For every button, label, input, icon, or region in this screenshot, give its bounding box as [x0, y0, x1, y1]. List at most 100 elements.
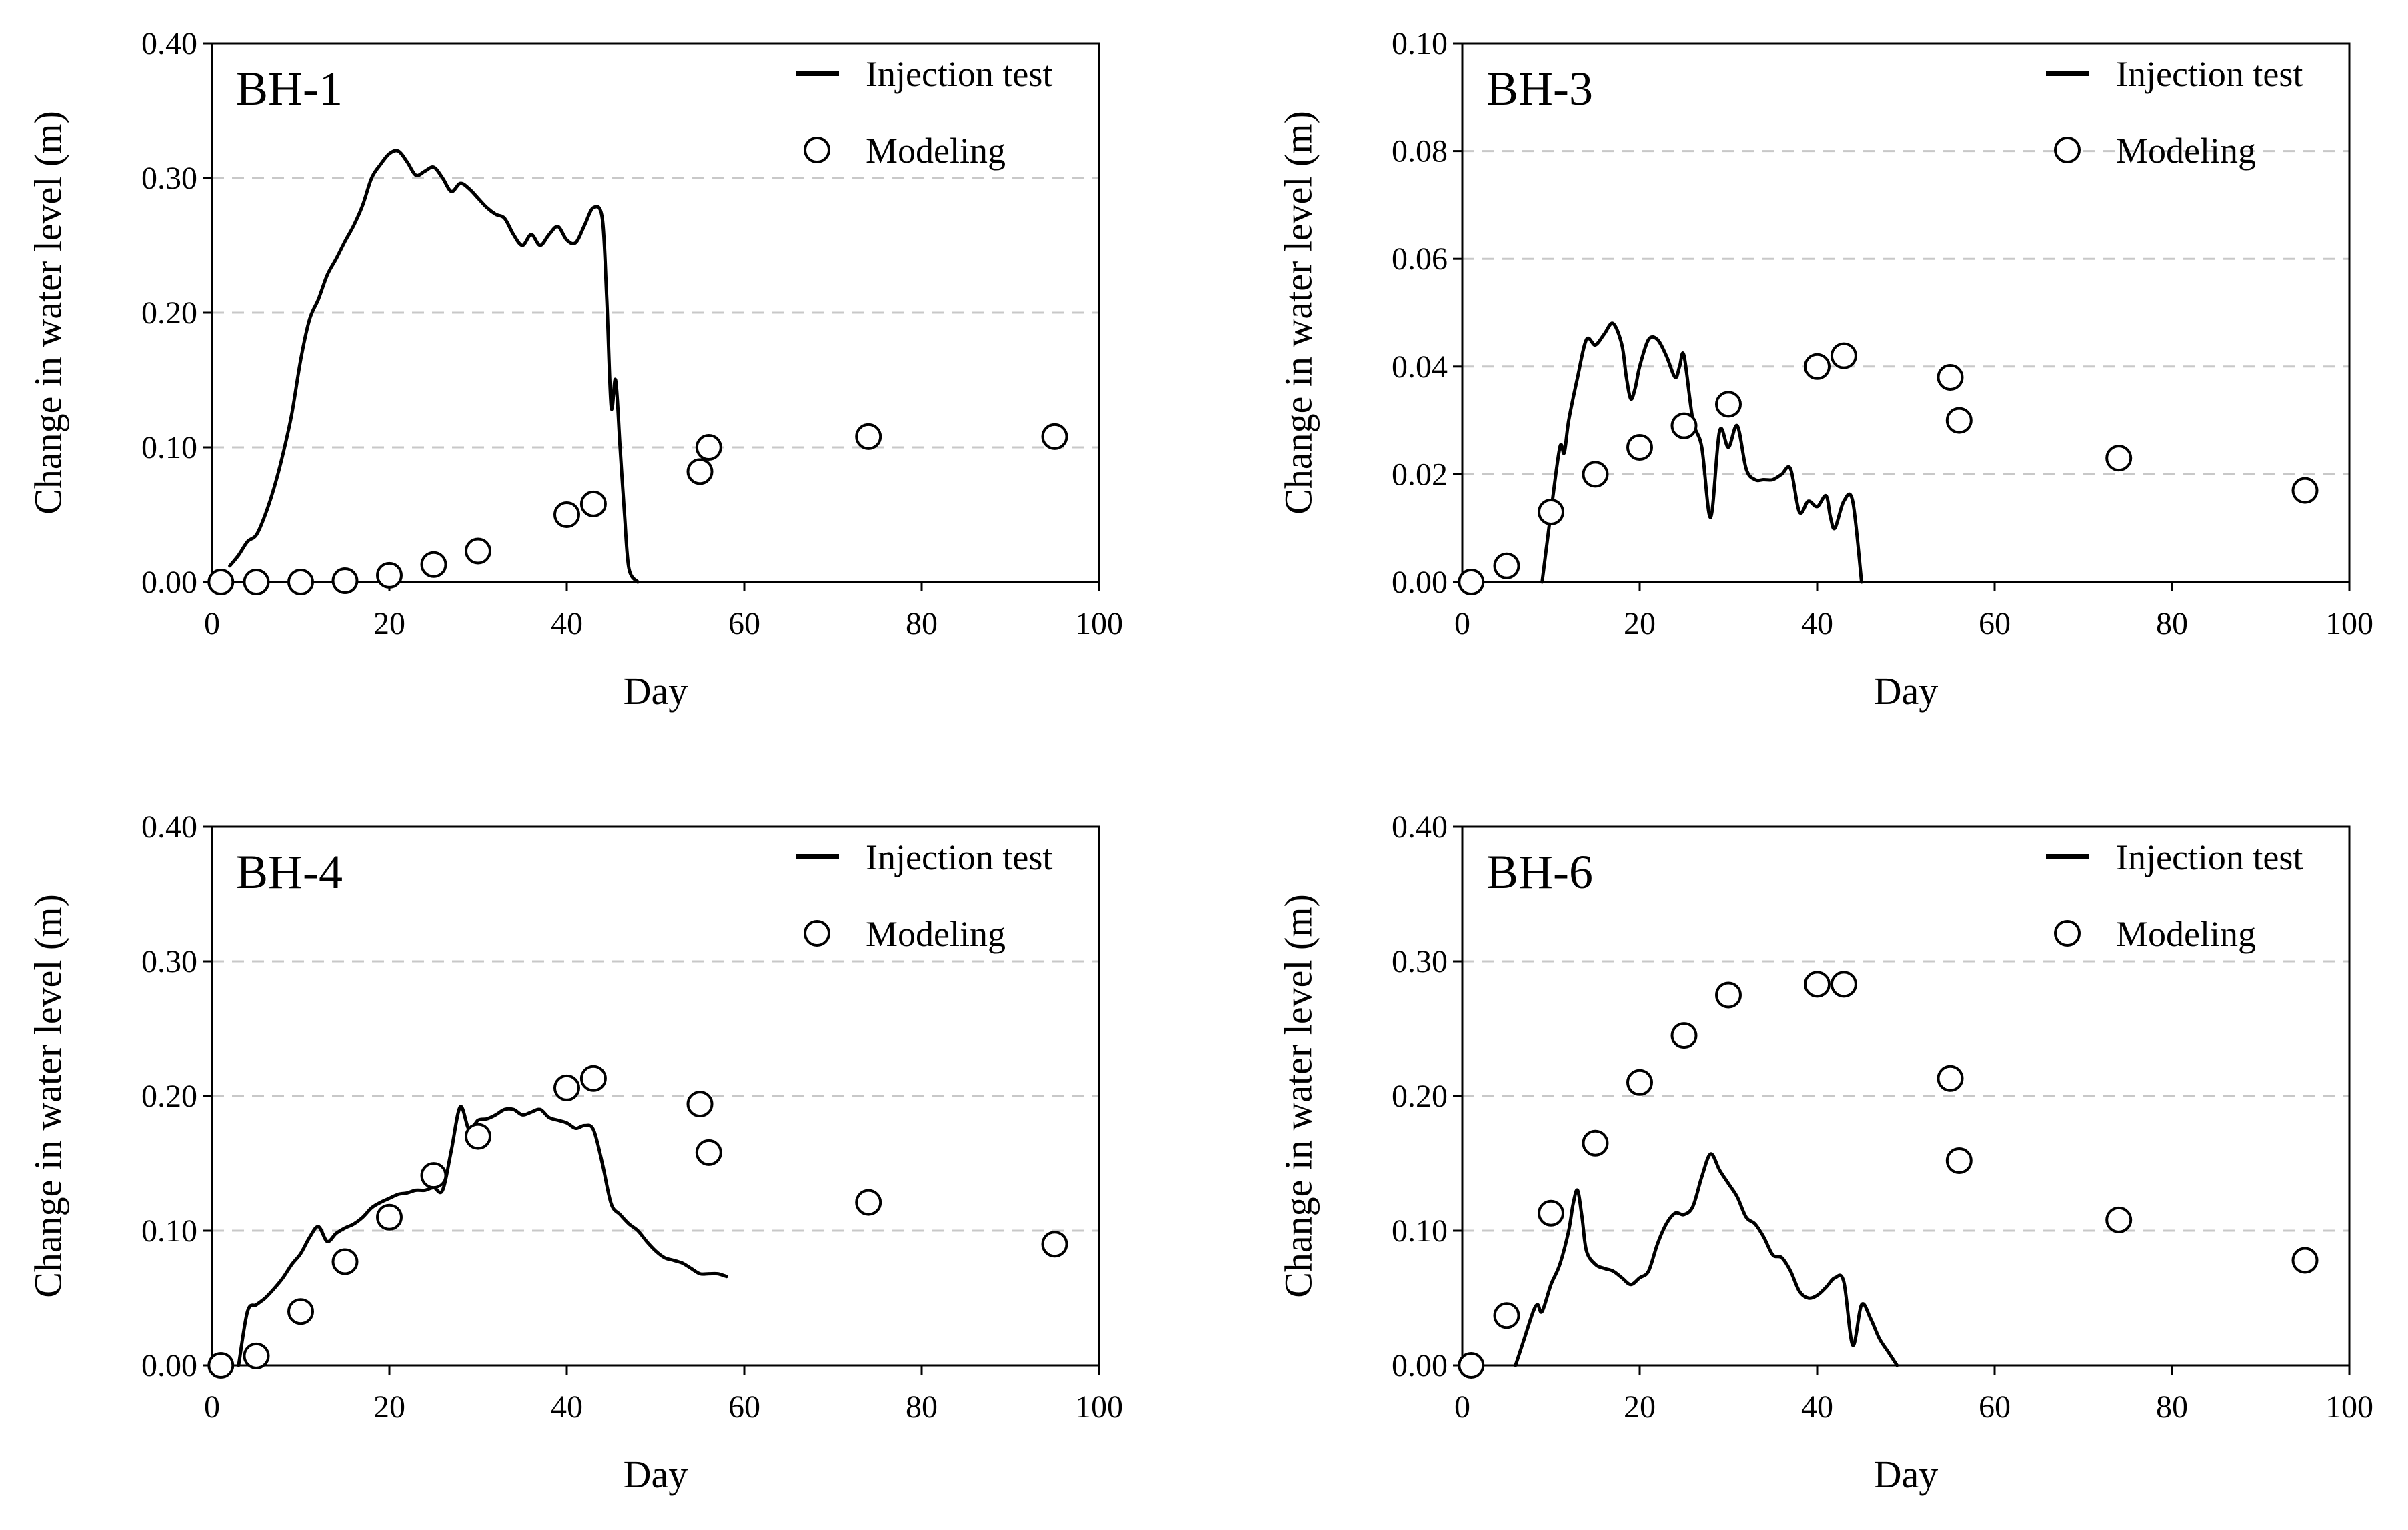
y-tick-label: 0.40 [1392, 809, 1448, 845]
data-point-modeling [2105, 1206, 2133, 1233]
data-point-modeling [420, 1162, 447, 1189]
y-tick-label: 0.00 [1392, 1348, 1448, 1383]
legend-marker-swatch [804, 920, 830, 947]
y-tick-label: 0.20 [1392, 1079, 1448, 1114]
series-line-injection-test [228, 149, 640, 584]
data-point-modeling [1626, 434, 1653, 461]
data-point-modeling [1804, 353, 1831, 380]
legend-label: Injection test [866, 837, 1052, 877]
data-point-modeling [1937, 1065, 1964, 1092]
panel-label: BH-6 [1486, 845, 1593, 899]
y-tick-label: 0.06 [1392, 241, 1448, 277]
data-point-modeling [376, 561, 403, 589]
legend-label: Injection test [2116, 837, 2303, 877]
panel-label: BH-3 [1486, 62, 1593, 115]
panel-bh-3: 0.00 0.02 0.04 0.06 0.08 0.10 0 20 40 60 80 100 Day C… [1276, 26, 2373, 713]
legend-marker-swatch [2054, 920, 2081, 947]
data-point-modeling [1538, 1199, 1564, 1227]
y-tick-label: 0.02 [1392, 457, 1448, 492]
y-tick-label: 0.10 [1392, 1213, 1448, 1249]
y-axis-title: Change in water level (m) [1276, 111, 1320, 515]
data-point-modeling [1458, 569, 1485, 595]
data-point-modeling [695, 434, 722, 461]
legend: Injection test Modeling [2046, 837, 2303, 954]
x-tick-label: 40 [1801, 606, 1833, 641]
panel-label: BH-1 [236, 62, 343, 115]
data-point-modeling [695, 1139, 722, 1166]
data-point-modeling [243, 1342, 270, 1369]
x-tick-label: 40 [1801, 1389, 1833, 1425]
panel-bh-4: 0.00 0.10 0.20 0.30 0.40 0 20 40 60 80 100 Day Chang… [26, 809, 1123, 1496]
legend: Injection test Modeling [2046, 54, 2303, 171]
x-tick-label: 80 [906, 606, 938, 641]
x-tick-label: 100 [1075, 1389, 1123, 1425]
legend-marker-swatch [804, 137, 830, 163]
x-tick-label: 60 [1979, 606, 2011, 641]
x-tick-label: 100 [2325, 1389, 2373, 1425]
data-point-modeling [1582, 461, 1609, 488]
y-tick-label: 0.08 [1392, 134, 1448, 169]
data-point-modeling [1626, 1069, 1653, 1096]
y-tick-label: 0.20 [141, 295, 197, 331]
data-point-modeling [1804, 971, 1831, 998]
data-point-modeling [331, 567, 359, 594]
x-axis-title: Day [1874, 1453, 1939, 1496]
data-point-modeling [243, 569, 270, 595]
x-tick-label: 0 [1454, 606, 1470, 641]
data-point-modeling [1538, 498, 1564, 525]
legend-marker-swatch [2054, 137, 2081, 163]
x-tick-label: 40 [551, 606, 583, 641]
y-tick-label: 0.10 [1392, 26, 1448, 61]
data-point-modeling [465, 1123, 491, 1150]
panel-label: BH-4 [236, 845, 343, 899]
data-point-modeling [465, 537, 491, 565]
data-point-modeling [207, 569, 235, 595]
y-tick-label: 0.10 [141, 1213, 197, 1249]
data-point-modeling [1830, 342, 1857, 369]
x-tick-label: 0 [204, 606, 220, 641]
x-tick-label: 20 [373, 1389, 405, 1425]
x-tick-label: 40 [551, 1389, 583, 1425]
y-tick-label: 0.10 [141, 430, 197, 465]
x-axis-title: Day [1874, 669, 1939, 713]
y-tick-label: 0.00 [141, 565, 197, 600]
data-point-modeling [686, 458, 714, 485]
x-tick-label: 0 [204, 1389, 220, 1425]
data-point-modeling [855, 423, 882, 450]
plot-frame [1461, 42, 2351, 583]
data-point-modeling [1945, 407, 1973, 434]
data-point-modeling [331, 1248, 359, 1275]
data-point-modeling [1670, 412, 1698, 439]
y-tick-label: 0.00 [141, 1348, 197, 1383]
data-point-modeling [1670, 1022, 1698, 1049]
x-tick-label: 60 [1979, 1389, 2011, 1425]
x-tick-label: 80 [2156, 1389, 2188, 1425]
panel-bh-1: 0.00 0.10 0.20 0.30 0.40 0 20 40 60 80 100 Day Chang… [26, 26, 1123, 713]
x-axis-title: Day [624, 1453, 688, 1496]
data-point-modeling [1493, 552, 1520, 579]
data-point-modeling [1715, 981, 1742, 1009]
legend-label: Modeling [866, 914, 1006, 954]
legend: Injection test Modeling [796, 54, 1052, 171]
y-tick-label: 0.30 [141, 161, 197, 196]
data-point-modeling [1715, 391, 1742, 418]
y-tick-label: 0.40 [141, 26, 197, 61]
data-point-modeling [579, 1065, 607, 1092]
x-tick-label: 80 [906, 1389, 938, 1425]
data-point-modeling [376, 1203, 403, 1231]
y-tick-label: 0.40 [141, 809, 197, 845]
y-axis-title: Change in water level (m) [26, 111, 69, 515]
data-point-modeling [2105, 445, 2133, 472]
series-line-injection-test [237, 1105, 728, 1367]
data-point-modeling [1830, 971, 1857, 998]
y-tick-label: 0.30 [1392, 944, 1448, 979]
legend-label: Modeling [866, 131, 1006, 171]
x-tick-label: 100 [1075, 606, 1123, 641]
data-point-modeling [1041, 423, 1068, 450]
data-point-modeling [579, 490, 607, 517]
data-point-modeling [2291, 1247, 2319, 1274]
x-tick-label: 60 [728, 1389, 760, 1425]
data-point-modeling [553, 1074, 580, 1101]
legend: Injection test Modeling [796, 837, 1052, 954]
